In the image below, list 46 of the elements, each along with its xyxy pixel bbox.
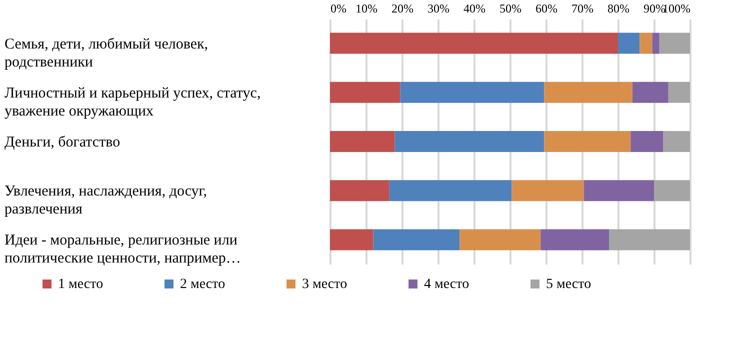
bar [668,82,690,103]
bar [512,180,584,202]
y-tick-label: Личностный и карьерный успех, статус, уважение окружающих [4,85,261,120]
bar [609,229,690,250]
x-tick-label: 0% [330,2,346,16]
legend-label: 2 место [180,277,226,292]
bar [584,180,654,202]
bar [394,131,544,152]
y-tick-label: Увлечения, наслаждения, досуг, развлечения [4,184,208,218]
bar [330,229,374,250]
bar [330,131,395,152]
y-tick-label: Идеи - моральные, религиозные или политические ценности, например… [4,232,241,267]
bar [630,131,663,152]
y-tick-label: Деньги, богатство [4,134,120,150]
bar [544,82,632,103]
bar [640,32,652,54]
x-tick-label: 60% [536,2,558,16]
x-tick-label: 10% [356,2,378,16]
legend-label: 5 место [546,277,592,292]
legend-label: 1 место [58,277,104,292]
legend-label: 4 место [424,277,470,292]
x-tick-label: 90% [644,2,666,16]
bar [659,32,690,54]
bar [389,180,512,202]
x-tick-label: 70% [572,2,594,16]
legend-label: 3 место [302,277,348,292]
bar [632,82,668,103]
x-tick-label: 100% [662,2,690,16]
bar [618,32,640,54]
bar [330,180,390,202]
bar [663,131,690,152]
x-tick-label: 80% [608,2,630,16]
bar [540,229,609,250]
bar [330,32,618,54]
x-tick-label: 30% [428,2,450,16]
bar [330,82,400,103]
bar [373,229,460,250]
x-tick-label: 50% [500,2,522,16]
bar [654,180,690,202]
x-tick-label: 40% [464,2,486,16]
bar [400,82,544,103]
y-tick-label: Семья, дети, любимый человек, родственники [4,36,208,70]
x-tick-label: 20% [392,2,414,16]
bar [544,131,631,152]
bar [460,229,541,250]
bar [652,32,660,54]
